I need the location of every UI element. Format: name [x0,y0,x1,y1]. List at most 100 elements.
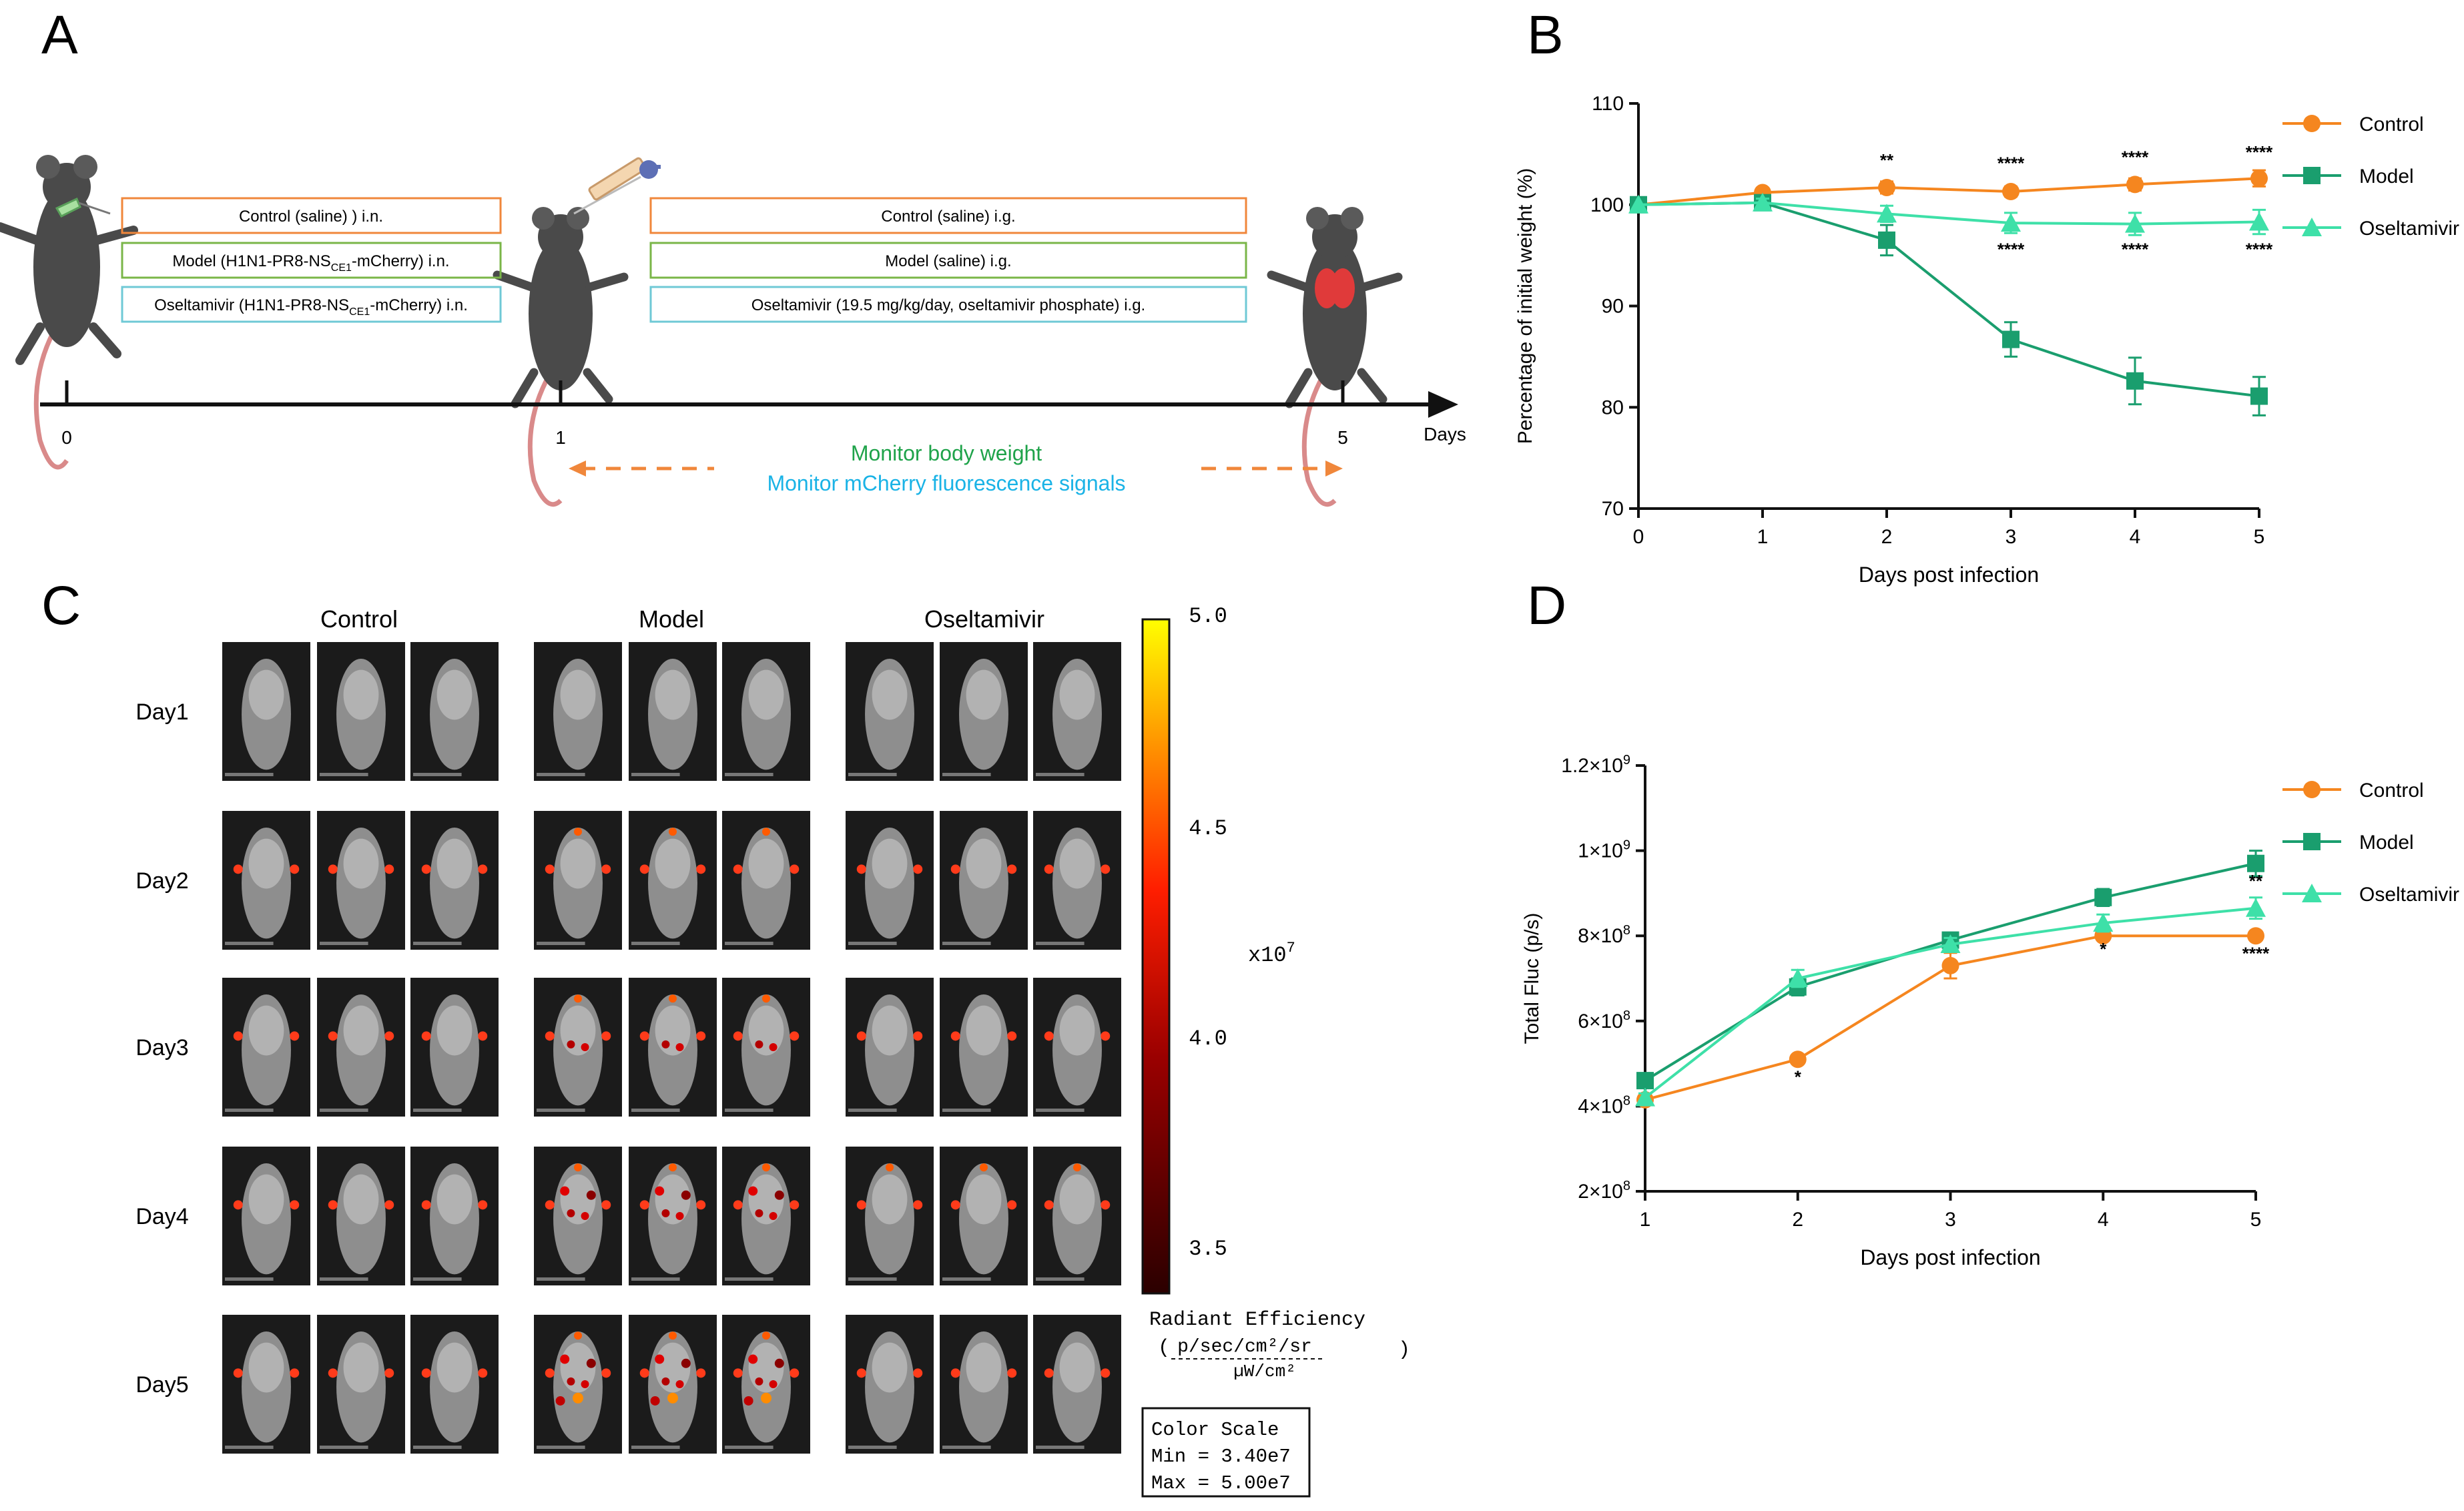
mouse-chest-highlight [1059,669,1095,720]
mouse-chest-highlight [1059,1342,1095,1393]
signal-spot [669,1331,677,1340]
image-caption-bar [320,942,368,945]
imaging-grid: Day1 Day2 Day3 Day4 Day5 [135,642,1121,1454]
signal-spot [669,828,677,836]
chart-d-legend-marker-model [2303,833,2321,850]
chart-d-ytick-label: 2×108 [1578,1179,1630,1203]
chart-b-ytick-label: 70 [1602,498,1624,520]
colorbar-unit-title: Radiant Efficiency [1149,1309,1365,1331]
signal-spot [655,1354,665,1364]
image-caption-bar [631,942,680,945]
image-caption-bar [537,1277,585,1281]
signal-spot [743,1396,753,1406]
signal-spot [913,1031,923,1041]
signal-spot [762,1163,770,1172]
signal-spot [1044,1031,1054,1041]
mouse-chest-highlight [655,1005,691,1056]
image-caption-bar [320,773,368,776]
mouse-chest-highlight [1059,838,1095,889]
chart-b-xtick-label: 1 [1757,526,1769,548]
day-label: Day2 [135,868,188,894]
panel-b: B 70 80 90 100 110 0 1 2 3 4 5 Days post infection P… [1514,5,2459,587]
chart-d-xtick-label: 1 [1640,1209,1651,1231]
signal-spot [790,1368,800,1378]
image-caption-bar [848,1109,897,1112]
signal-spot [574,994,582,1003]
image-caption-bar [413,1277,462,1281]
signal-spot [573,1392,583,1404]
image-caption-bar [631,1109,680,1112]
signal-spot [913,864,923,874]
signal-spot [290,1368,300,1378]
chart-b-ytick-label: 90 [1602,296,1624,318]
chart-d-ytick-label: 1.2×109 [1561,753,1630,777]
signal-spot [755,1040,763,1048]
timeline-unit-label: Days [1424,424,1466,444]
signal-spot [769,1043,778,1051]
panel-c: C Control Model Oseltamivir Day1 Day2 Day3… [41,575,1410,1498]
mouse-chest-highlight [343,838,379,889]
signal-spot [421,1031,431,1041]
signal-spot [478,864,488,874]
chart-b-point-oseltamivir [1877,204,1897,223]
chart-b-xtick-label: 4 [2130,526,2141,548]
chart-b-legend-marker-control [2303,115,2321,132]
mouse-chest-highlight [872,838,908,889]
colorbar-multiplier: x107 [1248,940,1295,968]
chart-b-ylabel: Percentage of initial weight (%) [1514,168,1536,444]
signal-spot [290,1031,300,1041]
signal-spot [655,1186,665,1196]
signal-spot [856,864,866,874]
image-caption-bar [537,1446,585,1449]
signal-spot [762,1331,770,1340]
chart-b-point-control [2002,183,2020,201]
chart-b-significance: **** [2246,240,2273,260]
chart-d-xlabel: Days post infection [1860,1245,2040,1269]
signal-spot [769,1212,778,1220]
chart-b-point-model [2002,330,2020,348]
mouse-day5-icon [1267,207,1403,507]
signal-spot [545,1368,555,1378]
signal-spot [1101,1368,1111,1378]
signal-spot [733,1031,743,1041]
panel-d: D 2×108 4×108 6×108 8×108 1×109 1.2×109 1 2 3 4 5 D… [1521,575,2459,1269]
color-scale-min: Min = 3.40e7 [1151,1446,1291,1468]
signal-spot [545,864,555,874]
chart-b-legend-label-model: Model [2359,166,2414,188]
colorbar-unit-numerator: p/sec/cm²/sr [1177,1337,1312,1357]
mouse-chest-highlight [872,669,908,720]
signal-spot [328,1368,338,1378]
signal-spot [478,1200,488,1210]
chart-d-significance: * [2100,939,2107,959]
color-scale-box [1141,1407,1311,1498]
chart-d-point-oseltamivir [2246,898,2266,917]
mouse-chest-highlight [436,1005,473,1056]
box-oseltamivir-in-text: Oseltamivir (H1N1-PR8-NSCE1-mCherry) i.n… [154,296,468,318]
signal-spot [290,864,300,874]
mouse-chest-highlight [748,838,784,889]
chart-b-significance: **** [2246,142,2273,162]
chart-b-point-oseltamivir [1628,194,1648,214]
chart-d-ytick-label: 4×108 [1578,1093,1630,1117]
chart-b-series-line-control [1638,177,2260,206]
mouse-chest-highlight [343,1005,379,1056]
signal-spot [421,1200,431,1210]
chart-b-ytick-label: 80 [1602,396,1624,418]
chart-d-legend-marker-control [2303,781,2321,798]
signal-spot [950,1200,960,1210]
mouse-chest-highlight [872,1174,908,1225]
signal-spot [384,1368,394,1378]
mouse-chest-highlight [343,1174,379,1225]
image-caption-bar [631,1277,680,1281]
signal-spot [681,1358,691,1368]
box-control-in [121,197,502,234]
mouse-chest-highlight [343,1342,379,1393]
signal-spot [661,1209,670,1217]
colorbar-tick-5.0: 5.0 [1189,604,1227,629]
signal-spot [733,1200,743,1210]
mouse-chest-highlight [248,669,284,720]
signal-spot [913,1368,923,1378]
signal-spot [913,1200,923,1210]
image-caption-bar [320,1277,368,1281]
